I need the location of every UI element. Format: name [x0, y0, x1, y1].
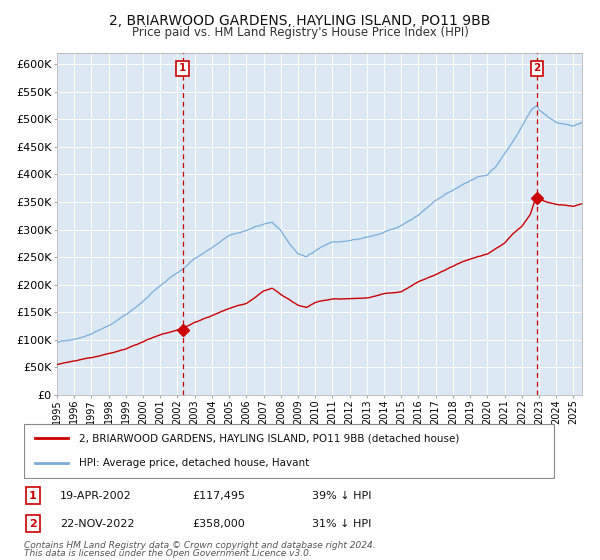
Text: 2, BRIARWOOD GARDENS, HAYLING ISLAND, PO11 9BB: 2, BRIARWOOD GARDENS, HAYLING ISLAND, PO…: [109, 14, 491, 28]
Text: 31% ↓ HPI: 31% ↓ HPI: [312, 519, 371, 529]
Text: Price paid vs. HM Land Registry's House Price Index (HPI): Price paid vs. HM Land Registry's House …: [131, 26, 469, 39]
Text: 1: 1: [29, 491, 37, 501]
Text: 39% ↓ HPI: 39% ↓ HPI: [312, 491, 371, 501]
Text: 19-APR-2002: 19-APR-2002: [60, 491, 132, 501]
Text: HPI: Average price, detached house, Havant: HPI: Average price, detached house, Hava…: [79, 458, 310, 468]
Text: £358,000: £358,000: [192, 519, 245, 529]
Text: 2, BRIARWOOD GARDENS, HAYLING ISLAND, PO11 9BB (detached house): 2, BRIARWOOD GARDENS, HAYLING ISLAND, PO…: [79, 433, 460, 444]
Text: Contains HM Land Registry data © Crown copyright and database right 2024.: Contains HM Land Registry data © Crown c…: [24, 541, 376, 550]
Text: 2: 2: [533, 63, 541, 73]
Text: This data is licensed under the Open Government Licence v3.0.: This data is licensed under the Open Gov…: [24, 549, 312, 558]
FancyBboxPatch shape: [24, 424, 554, 478]
Text: 1: 1: [179, 63, 186, 73]
Text: 22-NOV-2022: 22-NOV-2022: [60, 519, 134, 529]
Text: £117,495: £117,495: [192, 491, 245, 501]
Text: 2: 2: [29, 519, 37, 529]
